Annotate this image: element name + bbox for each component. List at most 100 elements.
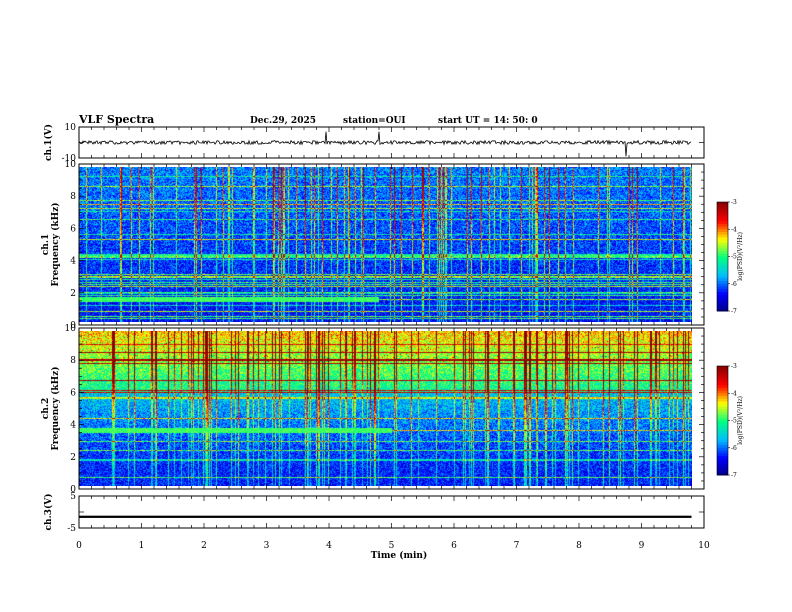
x-tick-label: 4: [326, 541, 332, 551]
ch1-spectrogram-colorbar-segment: [717, 305, 728, 309]
ch2-spectrogram-ytick-label: 2: [70, 453, 76, 463]
ch3-waveform-ytick-label: 5: [70, 492, 76, 502]
figure-title: VLF Spectra: [78, 113, 154, 126]
ch2-spectrogram-colorbar-segment: [717, 439, 728, 443]
ch2-spectrogram-colorbar-segment: [717, 412, 728, 416]
ch2-spectrogram-colorbar-segment: [717, 455, 728, 460]
ch2-spectrogram-colorbar-segment: [717, 450, 728, 454]
ch1-spectrogram-colorbar-label: log(PSD)(V²/Hz): [737, 232, 744, 281]
x-tick-label: 5: [389, 541, 395, 551]
ch2-spectrogram-channel-label: ch.2: [41, 398, 51, 419]
x-tick-label: 8: [576, 541, 582, 551]
ch2-spectrogram-ytick-label: 0: [70, 485, 76, 495]
ch2-spectrogram-colorbar-segment: [717, 442, 728, 446]
ch1-spectrogram-colorbar-segment: [717, 270, 728, 274]
ch1-spectrogram-colorbar-segment: [717, 267, 728, 271]
ch1-spectrogram-colorbar-segment: [717, 297, 728, 301]
ch2-spectrogram-ytick-label: 6: [70, 388, 76, 398]
x-tick-label: 1: [139, 541, 145, 551]
ch1-waveform-trace: [78, 131, 692, 157]
x-tick-label: 2: [201, 541, 207, 551]
x-tick-label: 0: [76, 541, 82, 551]
ch2-spectrogram-colorbar-segment: [717, 472, 728, 476]
ch2-spectrogram-colorbar-tick-label: -3: [731, 363, 737, 370]
ch1-spectrogram-ytick-label: 10: [65, 160, 77, 170]
ch1-spectrogram-ytick-label: 0: [70, 321, 76, 331]
x-tick-label: 7: [514, 541, 520, 551]
ch1-spectrogram-colorbar-segment: [717, 300, 728, 304]
ch1-spectrogram-colorbar-segment: [717, 231, 728, 236]
ch2-spectrogram-image: [79, 331, 692, 486]
ch2-spectrogram-colorbar-segment: [717, 420, 728, 424]
ch1-spectrogram-colorbar-segment: [717, 281, 728, 285]
x-tick-label: 9: [639, 541, 645, 551]
ch2-spectrogram-colorbar-segment: [717, 382, 728, 386]
ch1-colorbar: -3 -4 -5 -6 -7 log(PSD)(V²/Hz): [716, 199, 744, 315]
ch2-spectrogram-colorbar-tick-label: -4: [731, 390, 737, 397]
ch2-spectrogram-colorbar-segment: [717, 425, 728, 430]
ch1-spectrogram-ytick-label: 6: [70, 224, 76, 234]
ch1-spectrogram-colorbar-tick-label: -5: [731, 254, 737, 261]
ch1-spectrogram-colorbar-segment: [717, 272, 728, 277]
ch1-spectrogram-colorbar-segment: [717, 207, 728, 211]
ch1-waveform-ytick-label: 10: [65, 123, 77, 133]
ch1-spectrogram-colorbar-segment: [717, 237, 728, 241]
ch2-spectrogram-colorbar-segment: [717, 409, 728, 413]
ch2-spectrogram-colorbar-segment: [717, 415, 728, 419]
ch2-spectrogram-ytick-label: 4: [70, 421, 76, 431]
ch1-spectrogram-colorbar-segment: [717, 253, 728, 257]
ch1-spectrogram-colorbar-segment: [717, 251, 728, 255]
ch2-spectrogram-colorbar-segment: [717, 461, 728, 465]
ch1-spectrogram-colorbar-segment: [717, 259, 728, 263]
ch1-spectrogram-colorbar-segment: [717, 264, 728, 268]
ch2-spectrogram-colorbar-segment: [717, 379, 728, 383]
ch1-spectrogram-ytick-label: 4: [70, 257, 76, 267]
ch1-spectrogram-colorbar-segment: [717, 256, 728, 260]
x-tick-label: 6: [451, 541, 457, 551]
ch1-spectrogram-colorbar-segment: [717, 248, 728, 252]
x-tick-label: 3: [264, 541, 270, 551]
ch1-spectrogram-colorbar-segment: [717, 212, 728, 217]
x-axis-label: Time (min): [371, 550, 428, 561]
ch1-spectrogram-y-axis-label: Frequency (kHz): [50, 202, 61, 286]
ch1-spectrogram-colorbar-tick-label: -6: [731, 281, 737, 288]
ch1-spectrogram-colorbar-segment: [717, 289, 728, 293]
ch1-spectrogram-colorbar-segment: [717, 226, 728, 230]
ch2-spectrogram-colorbar-segment: [717, 385, 728, 389]
ch1-spectrogram-ytick-label: 8: [70, 192, 76, 202]
ch1-spectrogram-colorbar-segment: [717, 291, 728, 296]
ch2-spectrogram-y-axis-label: Frequency (kHz): [50, 366, 61, 450]
ch2-spectrogram-colorbar-segment: [717, 395, 728, 400]
ch2-spectrogram-colorbar-tick-label: -7: [731, 472, 737, 479]
ch2-spectrogram-colorbar-segment: [717, 434, 728, 438]
ch2-spectrogram-colorbar-segment: [717, 393, 728, 397]
ch2-spectrogram-colorbar-tick-label: -6: [731, 445, 737, 452]
ch1-waveform-ytick-label: -10: [62, 154, 77, 164]
header-date: Dec.29, 2025: [250, 116, 316, 126]
ch1-spectrogram-colorbar-segment: [717, 215, 728, 219]
ch1-spectrogram-colorbar-segment: [717, 221, 728, 225]
ch2-spectrogram-colorbar-segment: [717, 428, 728, 432]
ch2-spectrogram-colorbar-segment: [717, 371, 728, 375]
ch1-spectrogram-colorbar-tick-label: -4: [731, 226, 737, 233]
ch2-spectrogram-ytick-label: 8: [70, 356, 76, 366]
ch2-spectrogram-colorbar-segment: [717, 368, 728, 372]
ch1-spectrogram-colorbar-segment: [717, 204, 728, 208]
ch2-spectrogram-colorbar-segment: [717, 464, 728, 468]
ch1-spectrogram-image: [79, 167, 692, 322]
ch2-spectrogram-colorbar-segment: [717, 404, 728, 408]
ch2-spectrogram-colorbar-label: log(PSD)(V²/Hz): [737, 396, 744, 445]
ch3-waveform-trace: [79, 515, 692, 518]
ch3-waveform-y-axis-label: ch.3(V): [43, 494, 54, 531]
ch1-spectrogram-ytick-label: 2: [70, 289, 76, 299]
ch1-spectrogram-colorbar-segment: [717, 302, 728, 307]
ch2-spectrogram-ytick-label: 10: [65, 324, 77, 334]
ch2-spectrogram-colorbar-segment: [717, 431, 728, 435]
ch1-spectrogram-colorbar-tick-label: -7: [731, 308, 737, 315]
ch1-spectrogram-colorbar-segment: [717, 286, 728, 290]
ch2-spectrogram-colorbar-segment: [717, 458, 728, 462]
x-tick-label: 10: [698, 541, 710, 551]
ch1-waveform-y-axis-label: ch.1(V): [43, 124, 54, 161]
